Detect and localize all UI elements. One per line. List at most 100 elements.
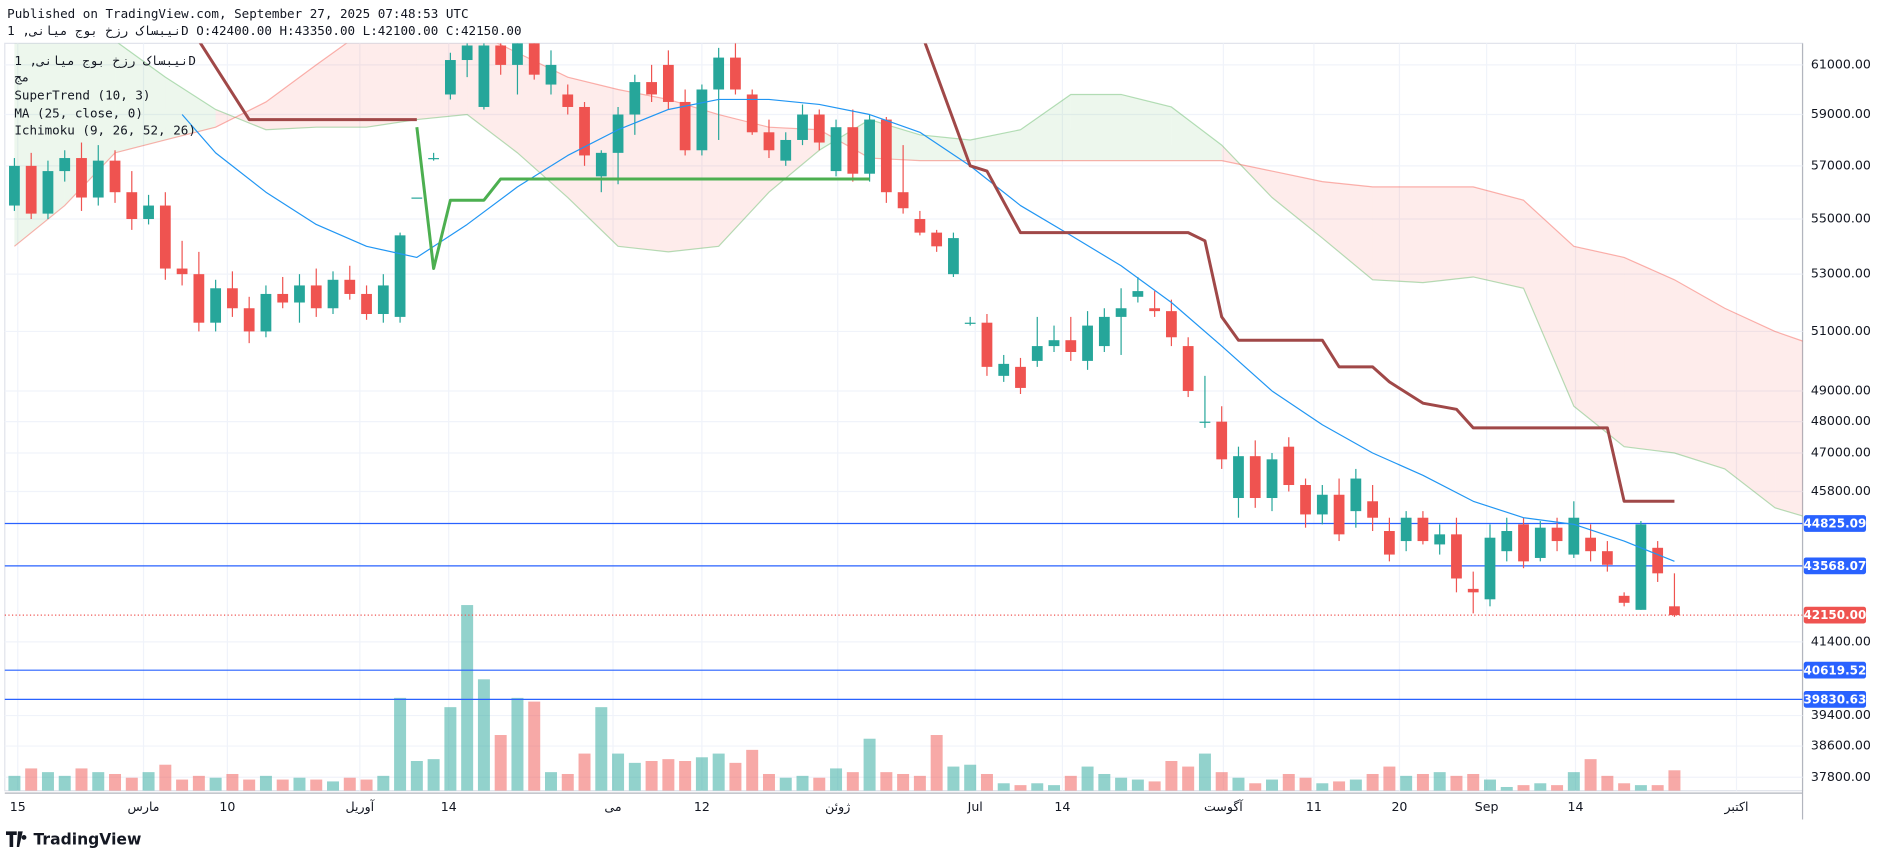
cloud-segment [970,129,1021,161]
candle-body [1484,537,1496,600]
candle-body [1601,551,1613,565]
candle-body [730,57,741,90]
candle-body [294,285,305,303]
volume-bar [276,779,289,791]
volume-bar [1634,785,1647,791]
candle-body [1082,325,1093,361]
volume-bar [1249,783,1262,791]
candle-body [76,158,87,198]
volume-bar [125,777,138,791]
volume-bar [410,761,423,791]
candle-body [830,127,842,172]
legend-item: SuperTrend (10, 3) [14,88,150,103]
price-label-box [1803,515,1867,532]
cloud-segment [668,99,719,252]
published-text: Published on TradingView.com, September … [7,6,468,21]
cloud-segment [1372,186,1423,283]
y-tick-label: 53000.00 [1811,266,1871,281]
volume-bar [8,775,21,791]
y-tick-label: 38600.00 [1811,738,1871,753]
volume-bar [1232,777,1245,791]
volume-bar [762,773,775,791]
y-tick-label: 39400.00 [1811,707,1871,722]
candle-body [847,127,859,174]
volume-bar [561,773,574,791]
volume-bar [176,779,189,791]
volume-bar [612,753,625,791]
volume-bar [1215,772,1228,791]
candle-body [361,293,372,315]
candle-body [864,119,875,174]
candle-body [1534,527,1546,558]
volume-bar [679,761,692,791]
volume-bar [75,768,88,791]
candle-body [1467,588,1479,593]
cloud-segment [1573,246,1625,447]
candle-body [9,165,20,206]
candle-body [646,82,657,95]
volume-bar [1198,753,1211,791]
candle-body [461,45,473,61]
y-tick-label: 47000.00 [1811,444,1871,459]
volume-bar [1048,785,1061,791]
volume-bar [1484,779,1496,791]
volume-bar [695,757,708,791]
x-tick-label: ژوئن [825,799,850,815]
volume-bar [1584,759,1597,791]
candle-body [629,82,641,115]
candle-body [1434,534,1446,545]
volume-bar [293,777,306,791]
volume-bar [1333,781,1346,791]
candle-body [260,293,272,332]
candle-body [109,160,121,193]
cloud-segment [316,43,367,128]
volume-bar [58,775,71,791]
volume-bar [511,697,524,791]
volume-bar [846,772,859,791]
x-tick-label: 20 [1391,799,1407,814]
y-tick-label: 61000.00 [1811,56,1871,71]
volume-bar [545,772,557,791]
volume-bar [360,779,373,791]
candle-body [1166,311,1177,338]
candle-body [59,158,71,172]
candle-body [495,45,507,65]
candle-body [780,139,792,161]
indicator-line [415,127,870,271]
price-label-box [1803,690,1867,708]
volume-bar [209,777,222,791]
candle-body [344,279,356,294]
cloud-segment [1171,106,1222,161]
volume-bar [494,735,507,791]
candle-body [914,219,926,233]
candle-body [746,94,758,133]
cloud-line [117,43,1803,517]
candle-body [612,114,624,153]
candle-body [931,232,943,247]
volume-bar [796,775,809,791]
y-tick-label: 55000.00 [1811,211,1871,226]
volume-bar [159,764,172,791]
cloud-segment [1674,279,1725,469]
cloud-segment [366,43,417,128]
legend-item: نیبساک رزخ بوج میانی, 1D [14,53,196,69]
candle-body [1216,421,1228,460]
candle-body [1065,340,1077,352]
volume-bar [746,749,759,791]
x-tick-label: 14 [1568,799,1584,814]
y-tick-label: 57000.00 [1811,157,1871,172]
volume-bar [1299,777,1312,791]
cloud-segment [1473,186,1524,289]
candle-body [1350,478,1362,512]
candle-body [227,288,238,309]
candle-body [1367,501,1379,518]
volume-bar [528,701,541,791]
candle-body [696,89,708,151]
candle-body [662,64,674,102]
y-tick-label: 41400.00 [1811,633,1871,648]
candle-body [1098,316,1110,347]
candle-body [1182,346,1194,391]
y-tick-label: 48000.00 [1811,413,1871,428]
volume-bar [92,772,105,791]
volume-bar [863,738,876,791]
